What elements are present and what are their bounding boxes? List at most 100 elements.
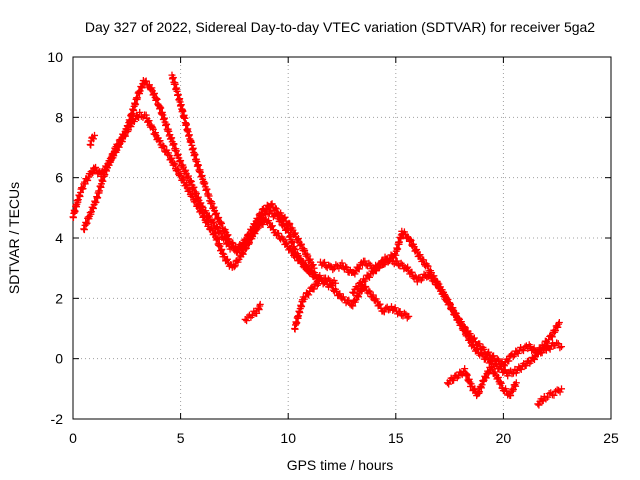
data-point <box>329 266 337 274</box>
data-point <box>555 320 563 328</box>
data-point <box>223 232 231 240</box>
data-point <box>217 218 225 226</box>
data-point <box>387 255 395 263</box>
data-point <box>117 137 125 145</box>
data-point <box>291 229 299 237</box>
data-point <box>400 309 408 317</box>
data-point <box>145 117 153 125</box>
data-point <box>416 251 424 259</box>
data-point <box>530 356 538 364</box>
data-point <box>186 186 194 194</box>
data-point <box>78 184 86 192</box>
data-point <box>519 347 527 355</box>
y-tick-label: 10 <box>47 49 63 65</box>
data-point <box>298 257 306 265</box>
data-markers <box>69 71 566 409</box>
data-point <box>198 202 206 210</box>
data-point <box>426 271 434 279</box>
data-point <box>234 247 242 255</box>
data-point <box>253 309 261 317</box>
data-point <box>242 237 250 245</box>
data-point <box>168 154 176 162</box>
data-point <box>420 256 428 264</box>
data-point <box>493 360 501 368</box>
data-point <box>301 246 309 254</box>
x-tick-label: 25 <box>603 430 619 446</box>
data-point <box>454 314 462 322</box>
data-point <box>431 276 439 284</box>
data-point <box>349 302 357 310</box>
data-point <box>115 141 123 149</box>
data-point <box>480 345 488 353</box>
data-point <box>552 387 560 395</box>
data-point <box>535 401 543 409</box>
data-point <box>231 262 239 270</box>
data-point <box>84 176 92 184</box>
data-point <box>545 390 553 398</box>
data-point <box>355 293 363 301</box>
data-point <box>411 272 419 280</box>
data-point <box>490 352 498 360</box>
data-point <box>512 379 520 387</box>
data-point <box>223 255 231 263</box>
data-point <box>92 163 100 171</box>
data-point <box>458 320 466 328</box>
data-point <box>184 172 192 180</box>
data-point <box>328 282 336 290</box>
data-point <box>224 231 232 239</box>
x-tick-label: 5 <box>177 430 185 446</box>
data-point <box>507 392 515 400</box>
data-point <box>239 250 247 258</box>
data-point <box>182 180 190 188</box>
data-point <box>365 287 373 295</box>
x-tick-label: 10 <box>280 430 296 446</box>
data-point <box>397 259 405 267</box>
series-track-f <box>291 274 413 333</box>
data-point <box>470 334 478 342</box>
data-point <box>403 314 411 322</box>
data-point <box>310 285 318 293</box>
data-point <box>488 356 496 364</box>
chart-title: Day 327 of 2022, Sidereal Day-to-day VTE… <box>85 19 595 35</box>
data-point <box>544 339 552 347</box>
data-point <box>354 292 362 300</box>
data-point <box>310 264 318 272</box>
data-point <box>202 207 210 215</box>
series-track-i <box>241 300 264 325</box>
data-point <box>505 357 513 365</box>
data-point <box>351 270 359 278</box>
data-point <box>369 291 377 299</box>
data-point <box>84 173 92 181</box>
data-point <box>550 391 558 399</box>
data-point <box>517 365 525 373</box>
data-point <box>534 350 542 358</box>
series-track-g <box>443 363 520 400</box>
data-point <box>79 185 87 193</box>
data-point <box>298 240 306 248</box>
data-point <box>405 312 413 320</box>
x-tick-label: 20 <box>496 430 512 446</box>
data-point <box>365 259 373 267</box>
data-point <box>476 340 484 348</box>
data-point <box>251 221 259 229</box>
y-tick-label: -2 <box>51 411 64 427</box>
data-point <box>182 166 190 174</box>
data-point <box>391 304 399 312</box>
data-point <box>275 230 283 238</box>
data-point <box>482 374 490 382</box>
y-tick-label: 8 <box>55 109 63 125</box>
data-point <box>479 351 487 359</box>
data-point <box>136 108 144 116</box>
data-point <box>429 275 437 283</box>
grid-lines <box>73 57 611 419</box>
data-point <box>286 220 294 228</box>
data-point <box>313 281 321 289</box>
series-track-e <box>349 253 563 380</box>
x-tick-label: 0 <box>69 430 77 446</box>
data-point <box>553 339 561 347</box>
data-point <box>469 340 477 348</box>
data-point <box>177 157 185 165</box>
data-point <box>228 238 236 246</box>
series-track-h <box>534 385 566 409</box>
data-point <box>546 345 554 353</box>
